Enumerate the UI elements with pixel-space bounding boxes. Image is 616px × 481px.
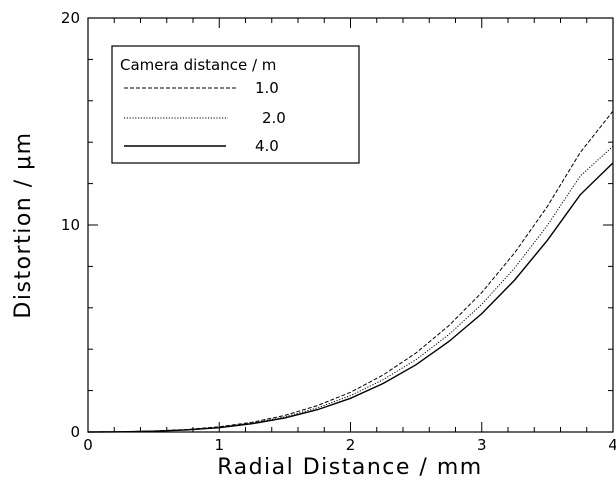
- legend-box: [111, 45, 360, 164]
- legend-label-4.0: 4.0: [255, 137, 279, 155]
- x-tick-label: 0: [83, 436, 93, 454]
- legend: Camera distance / m 1.0 2.0 4.0: [111, 45, 360, 164]
- series-line-4.0: [87, 162, 614, 433]
- legend-label-1.0: 1.0: [255, 79, 279, 97]
- y-tick-label: 0: [70, 423, 80, 441]
- x-axis-title: Radial Distance / mm: [217, 455, 482, 480]
- x-tick-label: 4: [608, 436, 616, 454]
- y-tick-label: 10: [61, 216, 80, 234]
- legend-label-2.0: 2.0: [262, 109, 286, 127]
- legend-title: Camera distance / m: [120, 56, 276, 74]
- y-axis-title: Distortion / μm: [11, 131, 36, 318]
- axis-ticks: [87, 17, 614, 433]
- series-line-2.0: [87, 145, 614, 433]
- x-tick-label: 3: [477, 436, 487, 454]
- tick-labels: 0 1 2 3 4 0 10 20: [61, 9, 616, 454]
- legend-entries: 1.0 2.0 4.0: [124, 79, 286, 155]
- x-tick-label: 1: [214, 436, 224, 454]
- x-tick-label: 2: [346, 436, 356, 454]
- series-lines: [87, 110, 614, 433]
- y-tick-label: 20: [61, 9, 80, 27]
